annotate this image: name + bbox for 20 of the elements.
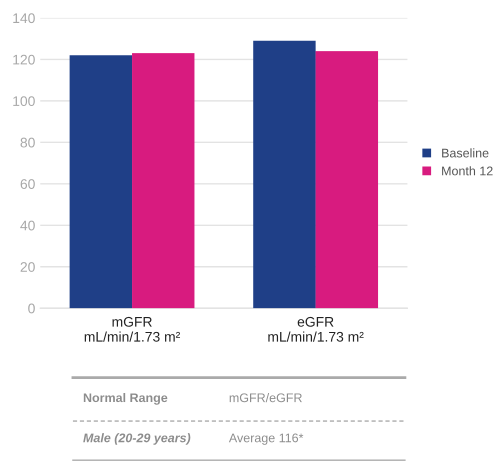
y-tick-label: 60 <box>20 179 35 189</box>
y-tick-label: 140 <box>13 13 35 24</box>
y-tick-label: 40 <box>20 220 35 230</box>
legend-label: Baseline <box>442 148 488 158</box>
text: Average 116* <box>228 433 304 445</box>
text: Male (20-29 years) <box>83 433 190 445</box>
y-tick-label: 100 <box>13 96 35 106</box>
bar <box>70 55 132 308</box>
x-tick-label: eGFR mL/min/1.73 m² <box>268 316 364 342</box>
y-tick-label: 80 <box>20 138 35 148</box>
y-tick-label: 20 <box>20 262 35 272</box>
bar <box>253 40 316 308</box>
bar <box>316 51 378 308</box>
legend-label: Month 12 <box>442 166 493 176</box>
text: Normal Range <box>84 392 168 405</box>
text: mGFR/eGFR <box>230 393 302 402</box>
x-tick-label: mGFR mL/min/1.73 m² <box>84 316 180 342</box>
bar <box>132 53 194 308</box>
y-tick-label: 0 <box>28 304 35 314</box>
y-tick-label: 120 <box>13 54 35 65</box>
